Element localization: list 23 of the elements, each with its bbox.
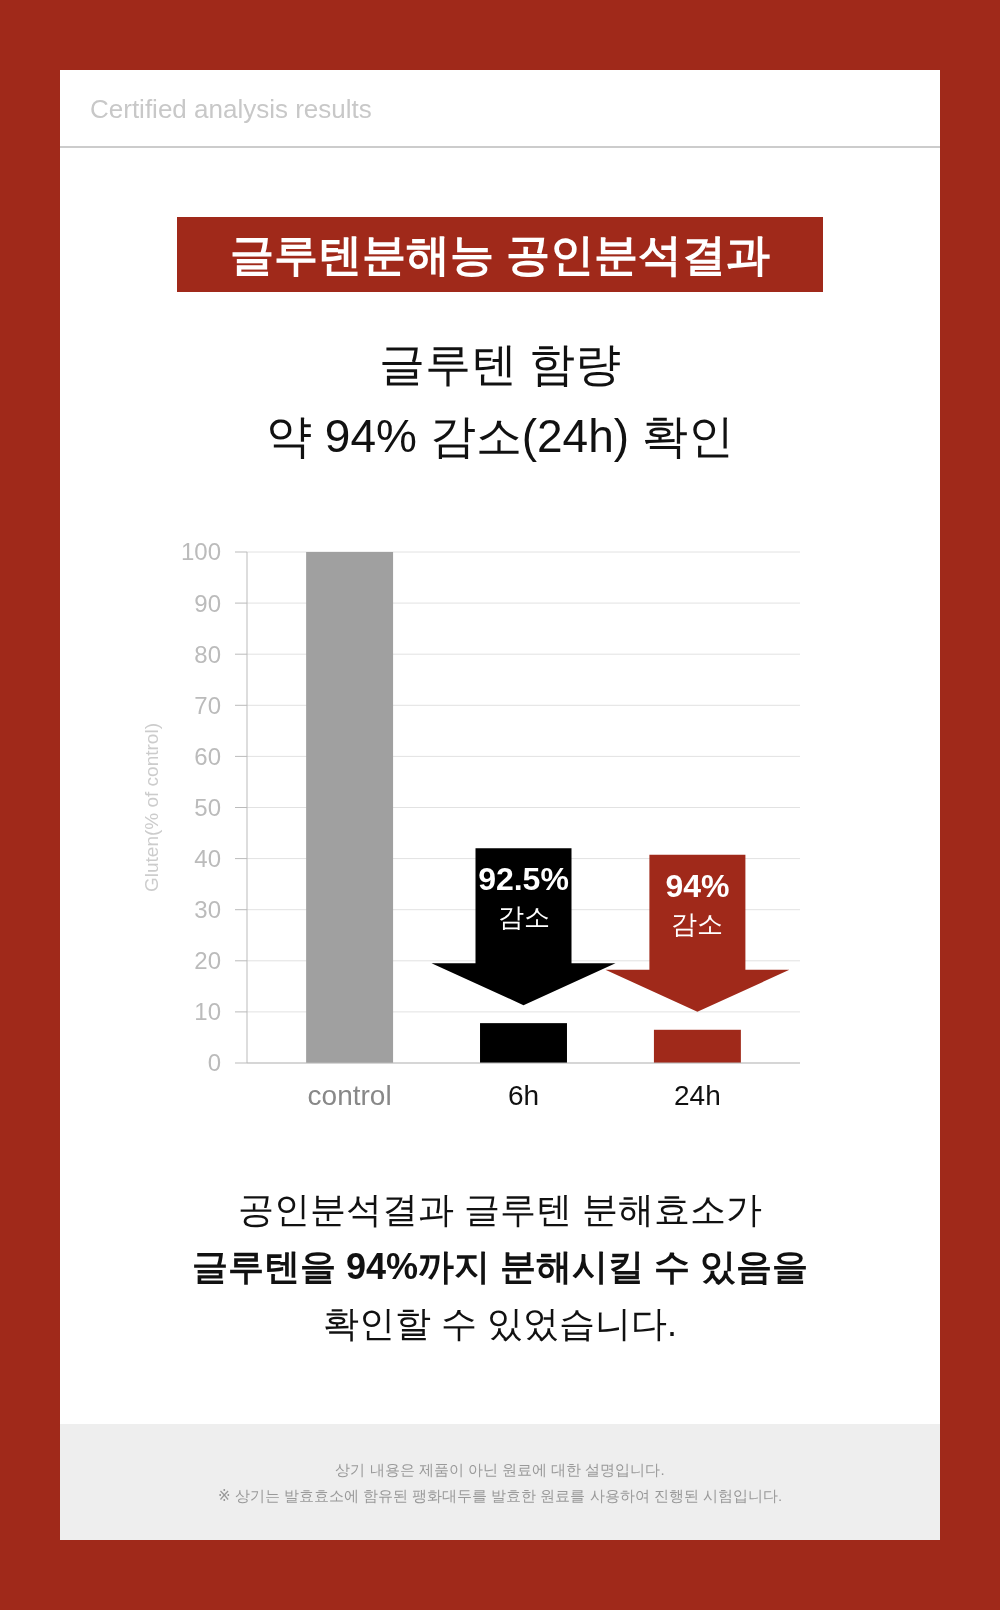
chart-subtitle: 글루텐 함량 약 94% 감소(24h) 확인 <box>266 338 734 462</box>
x-tick-label: control <box>307 1080 392 1111</box>
y-tick-label: 30 <box>194 896 221 924</box>
annotation: 94% 감소 <box>665 867 730 939</box>
y-tick-label: 20 <box>194 947 221 975</box>
bar <box>306 552 394 1063</box>
y-tick-label: 80 <box>194 640 221 668</box>
text: 상기 내용은 제품이 아닌 원료에 대한 설명입니다. ※ 상기는 발효효소에 함유된 팽화대두를 발효한 원료를 사용하여 진행된 시험입니다. <box>217 1461 783 1504</box>
bar <box>480 1023 567 1063</box>
annotation: 92.5% 감소 <box>478 861 569 933</box>
y-tick-label: 70 <box>194 691 221 719</box>
bar <box>653 1029 741 1063</box>
y-tick-label: 50 <box>194 793 221 821</box>
text: 공인분석결과 글루텐 분해효소가 글루텐을 94%까지 분해시킬 수 있음을 확인할 수 있었습니다. <box>191 1189 809 1344</box>
x-tick-label: 24h <box>674 1080 721 1111</box>
y-tick-label: 0 <box>207 1049 221 1077</box>
y-tick-label: 40 <box>194 845 221 872</box>
chart-title: 글루텐분해능 공인분석결과 <box>229 230 771 279</box>
x-tick-label: 6h <box>507 1080 540 1111</box>
y-tick-label: 100 <box>180 538 221 566</box>
y-tick-label: 10 <box>194 998 221 1026</box>
y-tick-label: 90 <box>194 589 221 617</box>
y-tick-label: 60 <box>194 742 221 770</box>
